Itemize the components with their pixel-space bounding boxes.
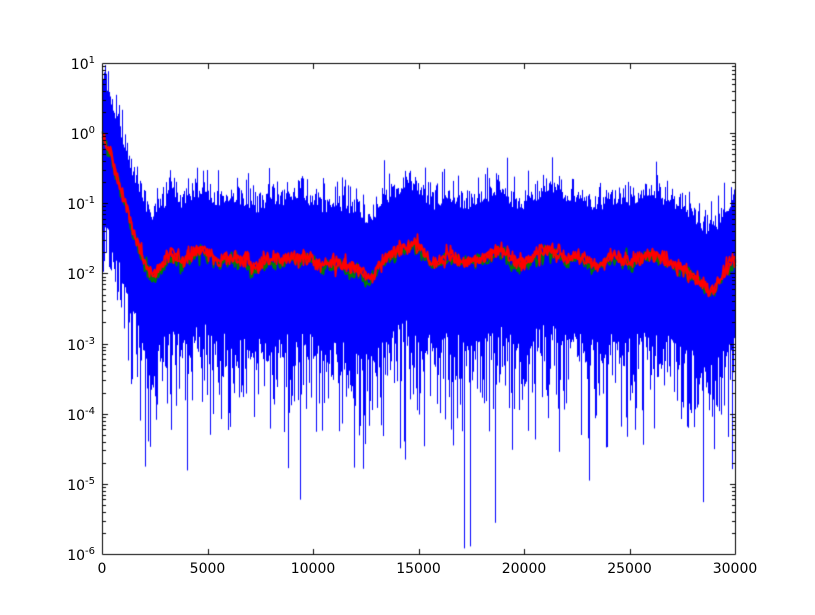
- x-tick-label: 20000: [501, 561, 547, 577]
- x-tick-label: 25000: [607, 561, 652, 577]
- y-tick-label: 100: [70, 125, 95, 143]
- y-tick-label: 10-5: [67, 476, 95, 494]
- x-tick-label: 5000: [189, 561, 226, 577]
- y-tick-label: 10-3: [67, 335, 95, 354]
- y-tick-label: 10-6: [67, 546, 95, 564]
- y-tick-label: 10-1: [67, 195, 95, 214]
- x-tick-label: 10000: [290, 561, 336, 577]
- y-tick-label: 101: [70, 55, 95, 73]
- y-tick-label: 10-2: [67, 265, 95, 284]
- x-tick-label: 0: [97, 561, 107, 577]
- x-tick-label: 15000: [396, 561, 441, 577]
- y-tick-label: 10-4: [67, 405, 95, 424]
- x-tick-label: 30000: [712, 561, 758, 577]
